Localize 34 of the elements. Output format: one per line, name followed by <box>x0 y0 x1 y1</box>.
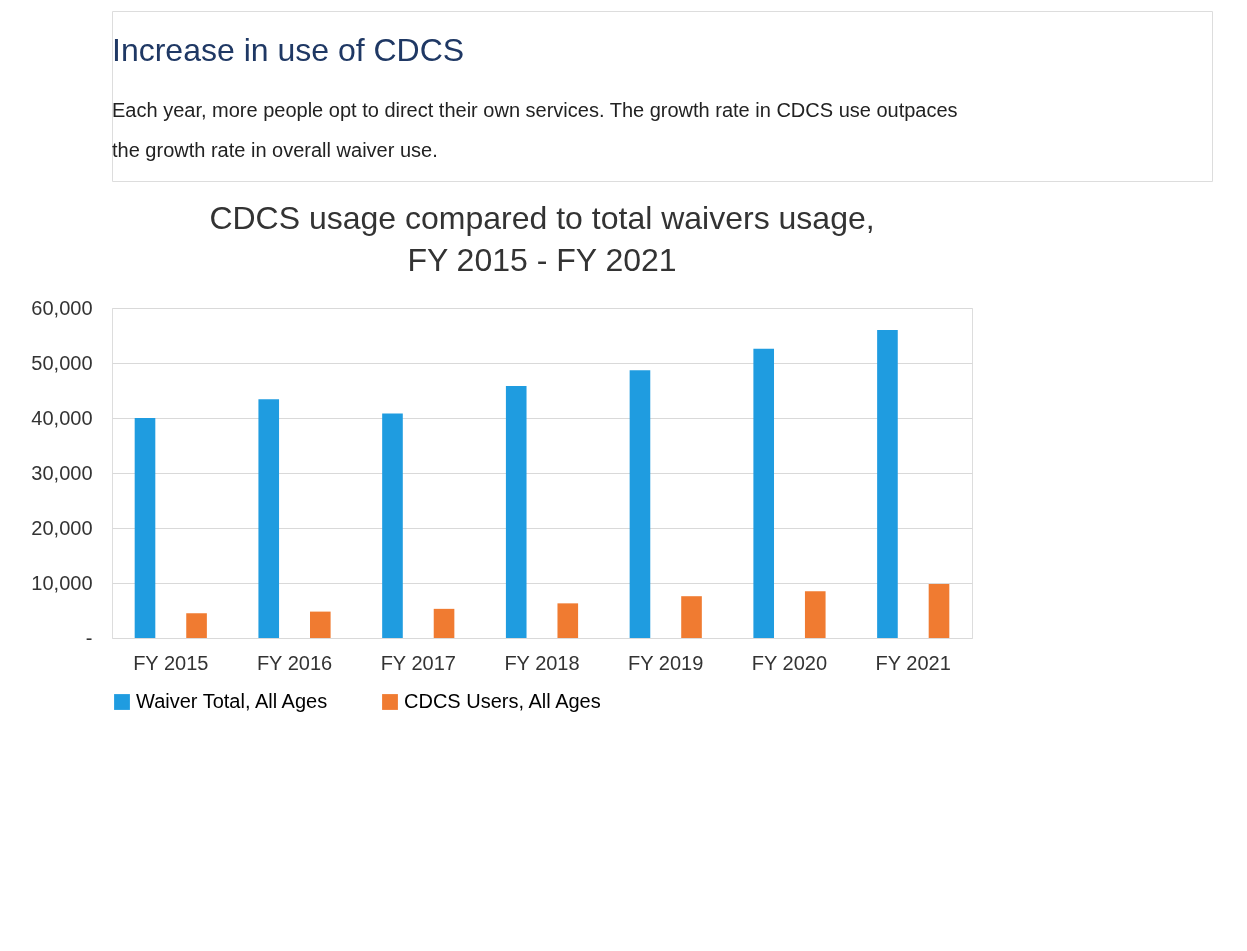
text: Increase in use of CDCS <box>112 32 465 68</box>
y-tick-label: 50,000 <box>31 351 93 374</box>
x-tick-label: FY 2020 <box>751 651 828 674</box>
y-tick-label: 20,000 <box>31 516 93 539</box>
x-tick-label: FY 2019 <box>628 651 704 674</box>
x-tick-label: FY 2015 <box>133 651 209 674</box>
text: the growth rate in overall waiver use. <box>112 139 438 161</box>
legend-label: CDCS Users, All Ages <box>404 690 601 712</box>
legend-label: Waiver Total, All Ages <box>136 690 328 712</box>
bar <box>258 399 280 638</box>
bar <box>804 591 826 638</box>
bar <box>382 413 403 638</box>
bar <box>928 584 950 638</box>
bar <box>681 596 702 638</box>
x-tick-label: FY 2021 <box>875 651 951 674</box>
x-tick-label: FY 2018 <box>504 651 580 674</box>
bar <box>134 418 156 638</box>
y-tick-label: 10,000 <box>31 571 93 594</box>
y-tick-label: - <box>85 626 93 649</box>
bar <box>753 348 775 638</box>
x-tick-label: FY 2017 <box>380 651 456 674</box>
bar <box>186 613 207 638</box>
x-tick-label: FY 2016 <box>256 651 333 674</box>
y-tick-label: 30,000 <box>31 461 93 484</box>
bar <box>309 611 331 638</box>
bar <box>557 603 579 638</box>
bar <box>505 386 527 638</box>
y-tick-label: 40,000 <box>31 406 93 429</box>
bar <box>629 370 651 638</box>
bar <box>433 608 455 638</box>
text: Each year, more people opt to direct their own services. The growth rate in CDCS use outpaces <box>112 99 958 121</box>
chart-title: CDCS usage compared to total waivers usage, FY 2015 - FY 2021 <box>209 200 875 278</box>
bar <box>877 330 898 638</box>
y-tick-label: 60,000 <box>31 296 93 319</box>
